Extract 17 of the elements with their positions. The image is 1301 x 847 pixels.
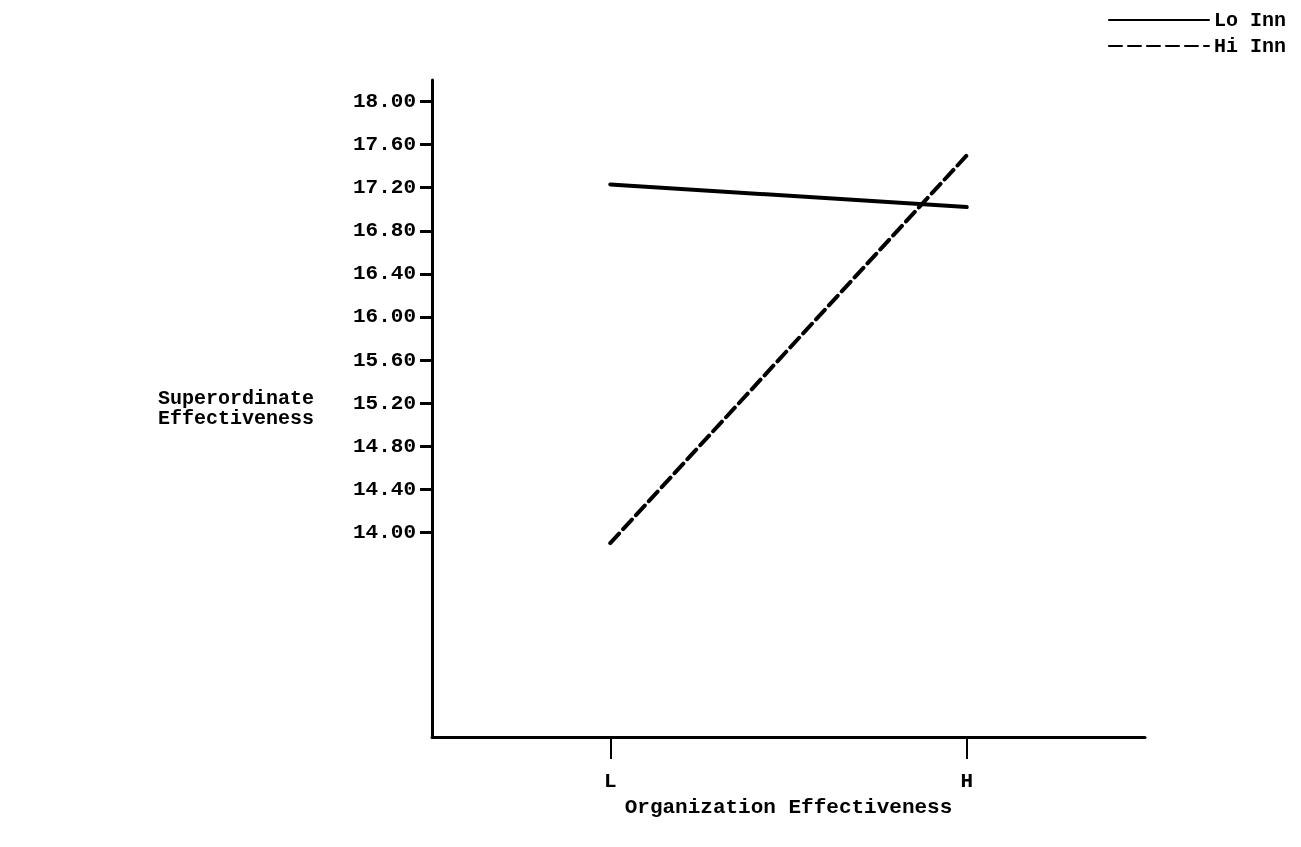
legend-label: Hi Inn [1213,34,1286,58]
y-tick-label: 17.20 [352,176,416,200]
y-tick-label: 15.60 [352,348,416,372]
y-tick-label: 15.20 [352,391,416,415]
y-tick-label: 14.00 [352,520,416,544]
y-tick-label: 14.40 [352,477,416,501]
y-axis-title: Superordinate Effectiveness [157,387,314,430]
y-tick-label: 17.60 [352,133,416,157]
x-tick-label: H [960,770,974,793]
y-tick-label: 16.40 [352,262,416,286]
y-tick-label: 18.00 [352,90,416,114]
y-tick-label: 16.80 [352,219,416,243]
x-tick-label: L [603,770,617,793]
y-tick-label: 14.80 [352,434,416,458]
y-tick-label: 16.00 [352,305,416,329]
x-axis-title: Organization Effectiveness [624,796,953,819]
legend-label: Lo Inn [1213,8,1286,32]
